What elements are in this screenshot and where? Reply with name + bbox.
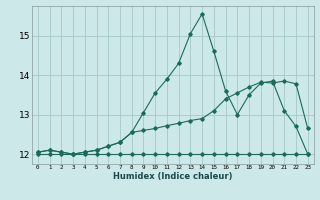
X-axis label: Humidex (Indice chaleur): Humidex (Indice chaleur)	[113, 172, 233, 181]
